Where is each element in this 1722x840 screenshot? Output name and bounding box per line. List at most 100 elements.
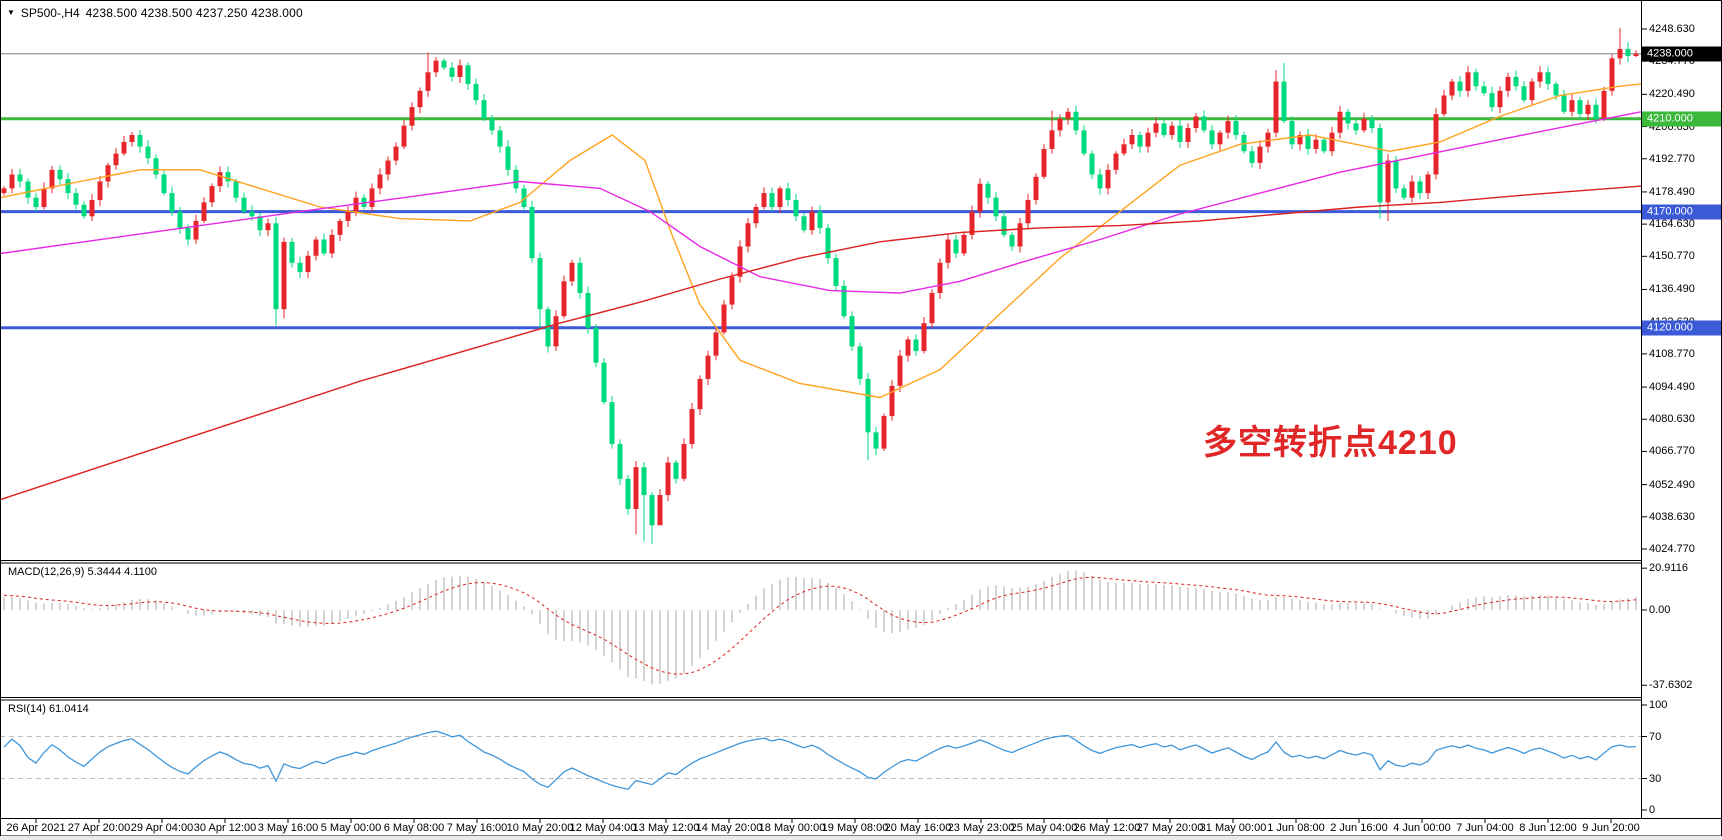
candle-body [281,241,287,310]
candle-body [1409,181,1415,198]
rsi-pane [1,730,1641,790]
candle-body [1097,174,1103,189]
candle-body [465,65,471,84]
time-axis-label[interactable]: 25 May 04:00 [1010,822,1078,834]
rsi-axis-label: 30 [1649,772,1662,785]
candle-body [225,172,231,182]
candle-body [1337,111,1343,133]
price-axis-label[interactable]: 4038.630 [1649,510,1695,523]
price-axis-label[interactable]: 4080.630 [1649,413,1695,426]
time-axis-label[interactable]: 26 Apr 2021 [6,822,66,834]
time-axis-label[interactable]: 26 May 12:00 [1073,822,1141,834]
price-axis-label[interactable]: 4150.770 [1649,250,1695,263]
price-axis-label[interactable]: 4248.630 [1649,23,1695,35]
candle-body [585,292,591,328]
candle-body [249,211,255,217]
candle-body [369,188,375,208]
candle-body [441,60,447,68]
candle-body [865,378,871,433]
candle-body [801,216,807,231]
price-axis-label[interactable]: 4066.770 [1649,445,1695,458]
candle-body [1249,151,1255,163]
time-axis-label[interactable]: 4 Jun 00:00 [1393,822,1451,834]
candle-body [841,285,847,317]
candle-body [1297,134,1303,145]
chart-text-annotation[interactable]: 多空转折点4210 [1203,424,1458,462]
price-axis-label[interactable]: 4094.490 [1649,381,1695,394]
candle-body [785,188,791,201]
candle-body [321,239,327,254]
candle-body [1257,146,1263,163]
time-axis-label[interactable]: 23 May 23:00 [947,822,1015,834]
candle-body [817,211,823,228]
candle-body [1233,121,1239,135]
time-axis-label[interactable]: 30 Apr 12:00 [193,822,257,834]
price-axis-label[interactable]: 4164.630 [1649,218,1695,231]
time-axis-label[interactable]: 18 May 00:00 [758,822,826,834]
price-axis-label[interactable]: 4024.770 [1649,543,1695,555]
candle-body [833,258,839,286]
time-axis-label[interactable]: 27 Apr 20:00 [67,822,131,834]
time-axis-label[interactable]: 14 May 20:00 [695,822,763,834]
time-axis-label[interactable]: 12 May 04:00 [569,822,637,834]
candle-body [433,60,439,73]
candle-body [689,409,695,444]
candle-body [457,65,463,77]
time-axis-label[interactable]: 7 Jun 04:00 [1456,822,1514,834]
candle-body [177,211,183,228]
time-axis-label[interactable]: 5 May 00:00 [320,822,382,834]
candle-body [945,239,951,263]
candle-body [233,181,239,198]
candle-body [1201,116,1207,131]
candle-body [1609,58,1615,91]
price-axis-label[interactable]: 4220.490 [1649,88,1695,101]
macd-axis-label: -37.6302 [1649,679,1693,692]
time-axis-label[interactable]: 7 May 16:00 [446,822,508,834]
candle-body [1585,104,1591,115]
time-axis-label[interactable]: 19 May 08:00 [821,822,889,834]
time-axis-label[interactable]: 27 May 20:00 [1136,822,1204,834]
candle-body [1417,181,1423,194]
candle-body [729,276,735,305]
candle-body [1321,139,1327,152]
time-axis-label[interactable]: 1 Jun 08:00 [1267,822,1325,834]
price-axis-label[interactable]: 4178.490 [1649,185,1695,198]
candle-body [1153,123,1159,133]
candle-body [393,146,399,161]
time-axis-label[interactable]: 9 Jun 20:00 [1582,822,1640,834]
candle-body [1345,111,1351,124]
candle-body [329,234,335,254]
time-axis-label[interactable]: 29 Apr 04:00 [130,822,194,834]
candle-body [145,146,151,159]
time-axis-label[interactable]: 10 May 20:00 [506,822,574,834]
rsi-axis-label: 100 [1649,699,1668,711]
price-axis-label[interactable]: 4136.490 [1649,283,1695,296]
price-axis-label[interactable]: 4108.770 [1649,347,1695,360]
symbol-period-label: SP500-,H4 [20,6,80,20]
candle-body [697,378,703,410]
candle-body [345,211,351,221]
time-axis-label[interactable]: 2 Jun 16:00 [1330,822,1388,834]
candle-body [1553,83,1559,96]
collapse-triangle-icon[interactable]: ▼ [7,8,15,17]
candle-body [1033,176,1039,201]
time-axis-label[interactable]: 31 May 00:00 [1199,822,1267,834]
candle-body [1633,53,1639,57]
candle-body [1369,118,1375,129]
candle-body [913,339,919,352]
price-axis-label[interactable]: 4052.490 [1649,478,1695,491]
ma-medium-magenta [1,111,1641,294]
price-axis-label[interactable]: 4192.770 [1649,152,1695,165]
rsi-axis-label: 70 [1649,730,1662,743]
time-axis-label[interactable]: 6 May 08:00 [383,822,445,834]
candle-body [1513,76,1519,87]
time-axis-label[interactable]: 13 May 12:00 [632,822,700,834]
candle-body [1121,144,1127,154]
candle-body [1057,118,1063,131]
candle-body [1385,160,1391,203]
time-axis-label[interactable]: 8 Jun 12:00 [1519,822,1577,834]
time-axis-label[interactable]: 3 May 16:00 [257,822,319,834]
time-axis-label[interactable]: 20 May 16:00 [884,822,952,834]
